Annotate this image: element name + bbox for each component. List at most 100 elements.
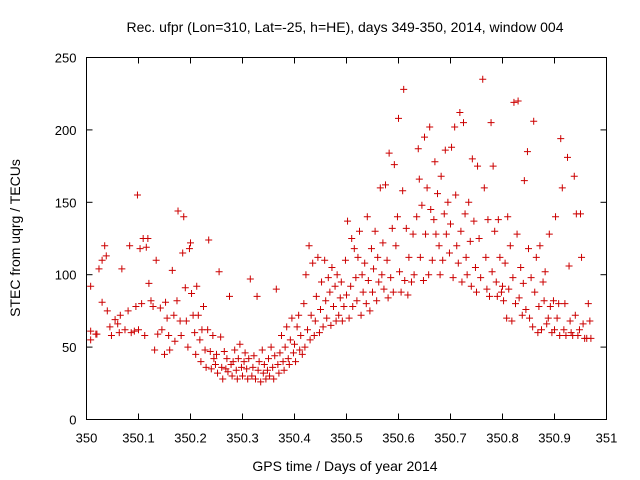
data-point: [87, 336, 95, 344]
data-point: [532, 253, 540, 261]
data-point: [246, 275, 254, 283]
data-point: [126, 242, 134, 250]
y-axis-label: STEC from uqrg / TECUs: [7, 159, 23, 317]
data-point: [323, 314, 331, 322]
data-point: [154, 330, 162, 338]
data-point: [518, 311, 526, 319]
data-point: [197, 358, 205, 366]
data-point: [546, 303, 554, 311]
data-point: [174, 207, 182, 215]
data-point: [156, 304, 164, 312]
data-point: [202, 363, 210, 371]
data-point: [479, 75, 487, 83]
data-point: [300, 300, 308, 308]
data-point: [579, 320, 587, 328]
data-point: [248, 372, 256, 380]
data-point: [527, 274, 535, 282]
x-tick-label: 351: [596, 431, 618, 446]
x-tick-label: 350.6: [382, 431, 415, 446]
data-point: [461, 210, 469, 218]
data-point: [496, 253, 504, 261]
data-point: [311, 317, 319, 325]
data-point: [486, 292, 493, 300]
data-point: [359, 288, 367, 296]
x-tick-label: 350.5: [330, 431, 363, 446]
data-point: [541, 268, 549, 276]
data-point: [318, 278, 326, 286]
data-point: [397, 288, 405, 296]
data-point: [168, 266, 176, 274]
data-point: [434, 190, 441, 198]
data-point: [293, 323, 301, 331]
data-point: [121, 326, 129, 334]
data-point: [130, 327, 138, 335]
data-point: [512, 300, 519, 308]
data-point: [447, 220, 454, 228]
data-point: [545, 230, 553, 238]
data-point: [427, 206, 435, 214]
data-point: [298, 350, 306, 358]
data-point: [241, 349, 249, 357]
data-point: [188, 290, 196, 298]
data-point: [556, 332, 564, 340]
data-point: [574, 332, 582, 340]
data-point: [480, 184, 488, 192]
data-point: [211, 360, 219, 368]
data-point: [442, 230, 450, 238]
data-point: [393, 213, 401, 221]
y-tick-label: 100: [55, 268, 77, 283]
data-point: [103, 307, 111, 315]
data-point: [584, 300, 592, 308]
data-point: [286, 336, 294, 344]
data-point: [312, 292, 320, 300]
data-point: [147, 297, 155, 305]
data-point: [177, 332, 185, 340]
data-point: [173, 297, 181, 305]
data-point: [184, 343, 192, 351]
data-point: [337, 278, 345, 286]
data-point: [231, 346, 239, 354]
data-point: [210, 355, 218, 363]
data-point: [364, 276, 372, 284]
data-point: [331, 282, 339, 290]
data-point: [243, 365, 251, 373]
data-point: [437, 172, 445, 180]
x-tick-label: 350.3: [226, 431, 259, 446]
data-point: [514, 97, 522, 105]
data-point: [449, 274, 457, 282]
data-point: [405, 253, 413, 261]
data-point: [301, 343, 309, 351]
data-point: [525, 245, 532, 253]
data-point: [280, 366, 288, 374]
data-point: [206, 347, 214, 355]
data-point: [350, 245, 358, 253]
data-point: [552, 213, 560, 221]
data-point: [151, 346, 159, 354]
data-point: [371, 227, 379, 235]
data-point: [163, 314, 171, 322]
data-point: [209, 332, 217, 340]
data-point: [276, 349, 284, 357]
data-point: [310, 332, 318, 340]
data-point: [158, 326, 166, 334]
data-point: [265, 355, 272, 363]
data-point: [205, 236, 213, 244]
data-point: [302, 271, 310, 279]
data-point: [467, 282, 475, 290]
data-point: [575, 326, 583, 334]
data-point: [392, 242, 400, 250]
data-point: [343, 291, 350, 299]
y-tick-label: 250: [55, 51, 77, 66]
data-point: [565, 262, 573, 270]
data-point: [180, 213, 188, 221]
data-point: [215, 268, 223, 276]
data-point: [102, 252, 110, 260]
data-point: [165, 332, 173, 340]
data-point: [262, 375, 270, 383]
data-point: [517, 263, 525, 271]
data-point: [401, 276, 409, 284]
data-point: [522, 305, 530, 313]
data-point: [182, 317, 190, 325]
data-point: [145, 279, 153, 287]
